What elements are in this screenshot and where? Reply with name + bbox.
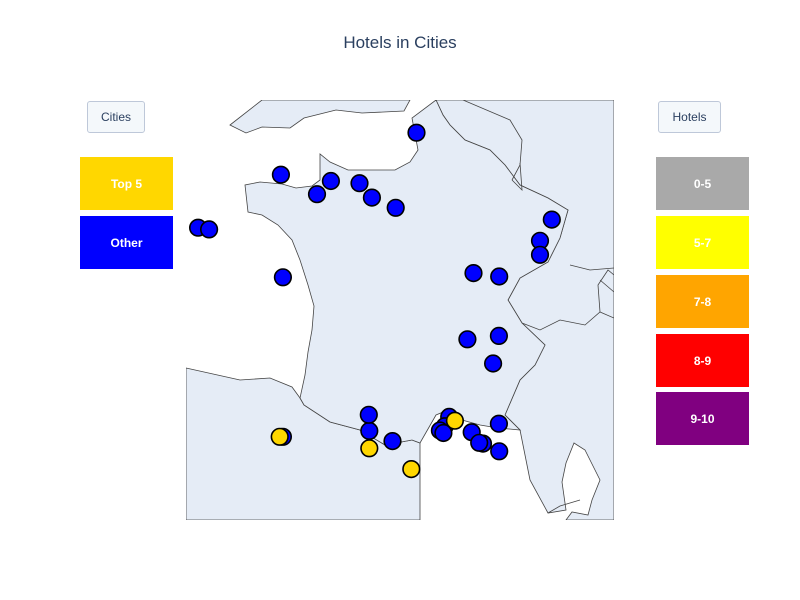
border-switzerland (521, 311, 614, 331)
other-city-marker[interactable] (360, 421, 379, 441)
other-city-marker[interactable] (542, 210, 561, 229)
other-city-marker[interactable] (530, 245, 550, 264)
uk-coast (229, 100, 411, 134)
other-filter-button[interactable]: Other (80, 216, 173, 269)
hotels-8-9-button[interactable]: 8-9 (656, 334, 749, 387)
hotels-7-8-label: 7-8 (693, 294, 712, 309)
hotels-9-10-label: 9-10 (690, 411, 715, 426)
hotels-menu-button[interactable]: Hotels (658, 101, 721, 133)
other-city-marker[interactable] (490, 442, 509, 461)
border-germany (569, 264, 614, 271)
other-city-marker[interactable] (434, 423, 453, 443)
top5-city-marker[interactable] (360, 439, 379, 458)
other-city-marker[interactable] (273, 268, 293, 287)
border-corsica-gap (547, 499, 581, 514)
top5-city-marker[interactable] (402, 460, 421, 479)
other-city-marker[interactable] (489, 414, 509, 433)
border-belgium (462, 100, 523, 181)
other-city-marker[interactable] (458, 330, 477, 349)
other-city-marker[interactable] (386, 198, 405, 217)
other-label: Other (110, 235, 143, 250)
geo-layer (186, 100, 614, 520)
top5-filter-button[interactable]: Top 5 (80, 157, 173, 210)
top5-label: Top 5 (110, 176, 143, 191)
city-markers (189, 123, 561, 479)
hotels-0-5-label: 0-5 (693, 176, 712, 191)
other-city-marker[interactable] (321, 171, 341, 191)
border-italy (597, 269, 614, 313)
border-luxembourg (511, 162, 523, 192)
other-city-marker[interactable] (490, 267, 509, 286)
hotels-5-7-label: 5-7 (693, 235, 712, 250)
other-city-marker[interactable] (464, 264, 483, 283)
other-city-marker[interactable] (362, 188, 382, 207)
other-city-marker[interactable] (407, 123, 426, 142)
other-city-marker[interactable] (307, 185, 327, 204)
cities-menu-button[interactable]: Cities (87, 101, 145, 133)
chart-title: Hotels in Cities (343, 33, 457, 52)
hotels-5-7-button[interactable]: 5-7 (656, 216, 749, 269)
other-city-marker[interactable] (271, 165, 291, 184)
other-city-marker[interactable] (383, 432, 402, 451)
hotels-7-8-button[interactable]: 7-8 (656, 275, 749, 328)
top5-city-marker[interactable] (270, 427, 289, 446)
hotels-9-10-button[interactable]: 9-10 (656, 392, 749, 445)
other-city-marker[interactable] (470, 433, 489, 452)
hotels-0-5-button[interactable]: 0-5 (656, 157, 749, 210)
other-city-marker[interactable] (350, 174, 369, 193)
other-city-marker[interactable] (489, 326, 509, 346)
other-city-marker[interactable] (359, 405, 378, 424)
hotels-8-9-label: 8-9 (693, 353, 712, 368)
top5-city-marker[interactable] (445, 411, 465, 430)
other-city-marker[interactable] (484, 354, 503, 373)
other-city-marker[interactable] (200, 220, 219, 239)
